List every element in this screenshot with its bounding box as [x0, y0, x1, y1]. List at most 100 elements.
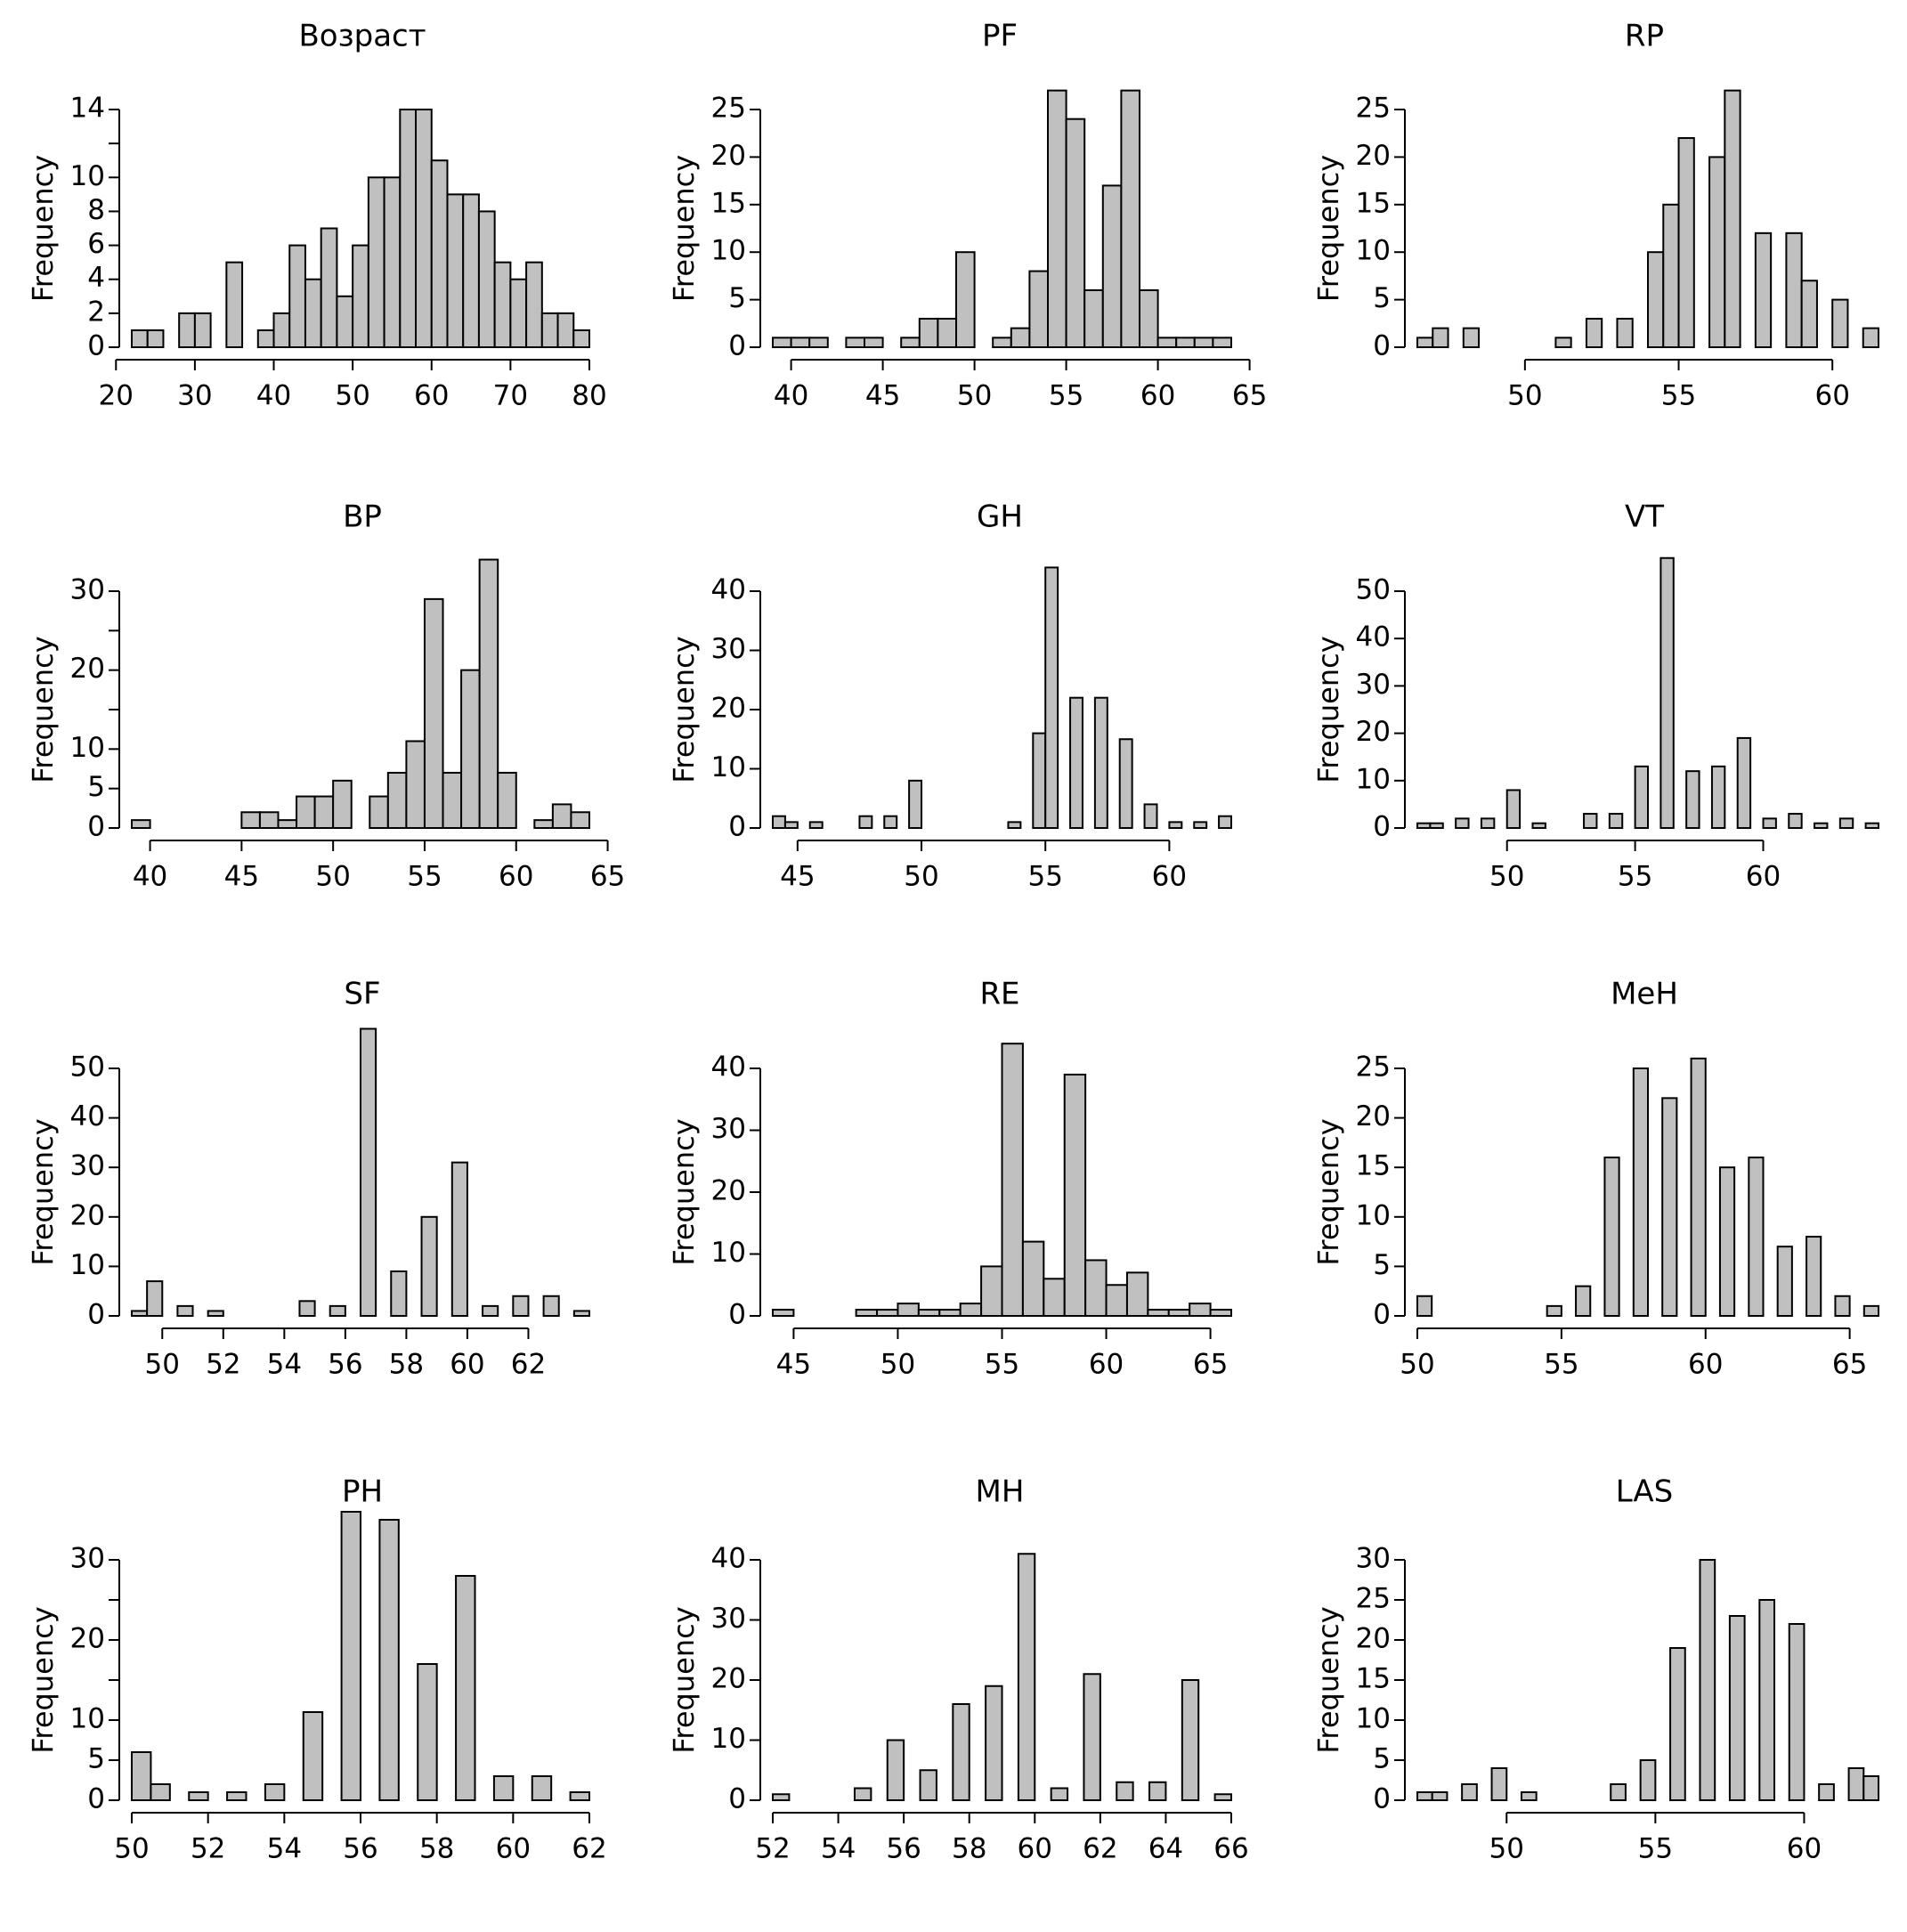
histogram-bar [320, 227, 338, 348]
histogram-bar [1021, 1240, 1045, 1317]
histogram-bar [1659, 556, 1675, 829]
y-tick-label: 30 [70, 1543, 105, 1575]
histogram-panel: BP Frequency 0 5 10 20 30 40 45 50 55 60 65 [26, 499, 625, 893]
y-tick-label: 20 [1356, 140, 1391, 172]
histogram-bar [855, 1309, 879, 1318]
y-tick-label: 20 [711, 1175, 746, 1207]
histogram-bar [1785, 231, 1803, 348]
histogram-bar [772, 337, 792, 349]
x-tick-label: 55 [1618, 861, 1652, 893]
histogram-bar [207, 1310, 224, 1317]
histogram-bar [492, 1775, 515, 1801]
histogram-bar [240, 811, 261, 829]
histogram-bar [178, 312, 196, 349]
y-tick-label: 10 [711, 751, 746, 783]
y-tick-label: 25 [1356, 93, 1391, 125]
histogram-bar [1105, 1284, 1128, 1317]
histogram-bar [1806, 1236, 1822, 1318]
histogram-bar [340, 1511, 362, 1801]
histogram-bar [482, 1304, 499, 1318]
y-tick-label: 10 [711, 1237, 746, 1269]
histogram-bar [1148, 1781, 1167, 1801]
histogram-bar [1116, 1781, 1134, 1801]
histogram-bar [1718, 1166, 1736, 1317]
histogram-bar [897, 1303, 920, 1317]
histogram-bar [1010, 327, 1031, 349]
y-tick-label: 14 [70, 93, 105, 125]
y-tick-label: 5 [1373, 1249, 1391, 1281]
y-tick-label: 40 [711, 574, 746, 606]
chart-title: VT [1625, 499, 1664, 535]
histogram-bar [525, 261, 543, 348]
x-tick-label: 50 [145, 1349, 180, 1381]
x-tick-label: 54 [267, 1349, 302, 1381]
x-tick-label: 58 [952, 1833, 986, 1865]
x-tick-label: 55 [1638, 1833, 1673, 1865]
histogram-bar [1864, 822, 1879, 829]
histogram-bar [845, 337, 866, 349]
histogram-bar [442, 771, 463, 830]
histogram-bar [188, 1791, 209, 1801]
histogram-bar [1554, 337, 1572, 349]
histogram-bar [556, 312, 575, 349]
y-tick-label: 25 [1356, 1051, 1391, 1084]
histogram-bar [1432, 327, 1449, 349]
y-tick-label: 0 [87, 811, 105, 843]
histogram-bar [417, 1663, 438, 1801]
x-tick-label: 60 [414, 380, 449, 412]
x-tick-label: 58 [389, 1349, 424, 1381]
histogram-bar [864, 337, 884, 349]
x-tick-label: 58 [419, 1833, 454, 1865]
histogram-bar [150, 1783, 171, 1801]
histogram-bar [1710, 765, 1726, 830]
y-tick-label: 10 [1356, 1199, 1391, 1231]
histogram-bar [1213, 1793, 1233, 1801]
histogram-bar [1125, 1271, 1149, 1317]
histogram-bar [1634, 765, 1649, 830]
histogram-bar [1193, 337, 1214, 349]
y-tick-label: 10 [70, 732, 105, 764]
x-tick-label: 50 [1489, 1833, 1524, 1865]
histogram-bar [1147, 1309, 1170, 1318]
x-tick-label: 55 [1049, 380, 1083, 412]
histogram-bar [497, 771, 517, 830]
histogram-bar [572, 329, 591, 348]
histogram-panel: LAS Frequency 0 5 10 15 20 25 30 50 55 60 [1311, 1474, 1879, 1865]
y-tick-label: 0 [87, 1783, 105, 1815]
histogram-bar [808, 821, 824, 829]
x-tick-label: 60 [1688, 1349, 1723, 1381]
y-tick-label: 10 [70, 160, 105, 192]
histogram-bar [288, 244, 306, 349]
histogram-bar [531, 1775, 553, 1801]
y-tick-label: 20 [711, 140, 746, 172]
histogram-bar [542, 1295, 560, 1318]
y-axis-label: Frequency [667, 1118, 701, 1265]
y-tick-label: 20 [70, 1623, 105, 1655]
histogram-bar [430, 159, 449, 348]
histogram-bar [1616, 317, 1634, 348]
histogram-bar [1546, 1304, 1562, 1318]
histogram-bar [332, 779, 353, 829]
y-tick-label: 20 [1356, 1100, 1391, 1132]
histogram-bar [1212, 337, 1233, 349]
y-axis-label: Frequency [1311, 155, 1345, 302]
histogram-bar [329, 1304, 346, 1318]
y-tick-label: 20 [70, 1199, 105, 1231]
histogram-bar [1118, 738, 1133, 829]
histogram-panel: MeH Frequency 0 5 10 15 20 25 50 55 60 65 [1311, 977, 1879, 1381]
histogram-bar [900, 337, 921, 349]
x-tick-label: 52 [206, 1349, 240, 1381]
y-axis-label: Frequency [667, 1606, 701, 1753]
x-tick-label: 55 [1027, 861, 1062, 893]
histogram-bar [405, 740, 426, 830]
histogram-bar [1181, 1679, 1200, 1801]
x-tick-label: 55 [985, 1349, 1019, 1381]
y-axis-label: Frequency [1311, 636, 1345, 783]
histogram-bar [386, 771, 408, 830]
y-tick-label: 8 [87, 194, 105, 226]
histogram-bar [1455, 817, 1470, 829]
histogram-bar [512, 1295, 530, 1318]
y-tick-label: 40 [1356, 621, 1391, 653]
x-tick-label: 45 [776, 1349, 811, 1381]
y-tick-label: 30 [70, 1150, 105, 1182]
